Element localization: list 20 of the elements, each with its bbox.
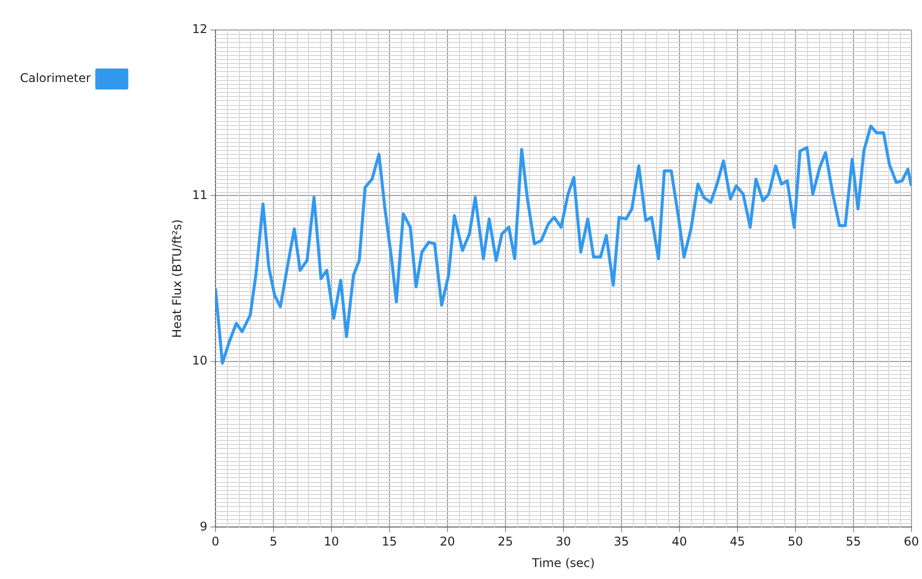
x-tick-label: 25 <box>498 534 514 549</box>
x-tick-label: 55 <box>846 534 862 549</box>
x-tick-label: 15 <box>382 534 398 549</box>
x-tick-label: 35 <box>614 534 630 549</box>
y-tick-label: 11 <box>192 188 208 202</box>
x-tick-label: 5 <box>270 534 278 549</box>
y-tick-label: 12 <box>192 22 208 36</box>
x-tick-label: 60 <box>904 534 920 549</box>
x-tick-label: 10 <box>324 534 340 549</box>
x-tick-label: 40 <box>672 534 688 549</box>
x-tick-label: 30 <box>556 534 572 549</box>
x-tick-label: 20 <box>440 534 456 549</box>
x-tick-label: 0 <box>212 534 220 549</box>
x-tick-label: 45 <box>730 534 746 549</box>
x-tick-label: 50 <box>788 534 804 549</box>
y-tick-label: 10 <box>192 354 208 368</box>
x-axis-title: Time (sec) <box>531 556 595 570</box>
legend-label: Calorimeter <box>20 71 91 86</box>
y-tick-label: 9 <box>200 519 208 534</box>
y-axis-title: Heat Flux (BTU/ft²s) <box>170 219 184 338</box>
